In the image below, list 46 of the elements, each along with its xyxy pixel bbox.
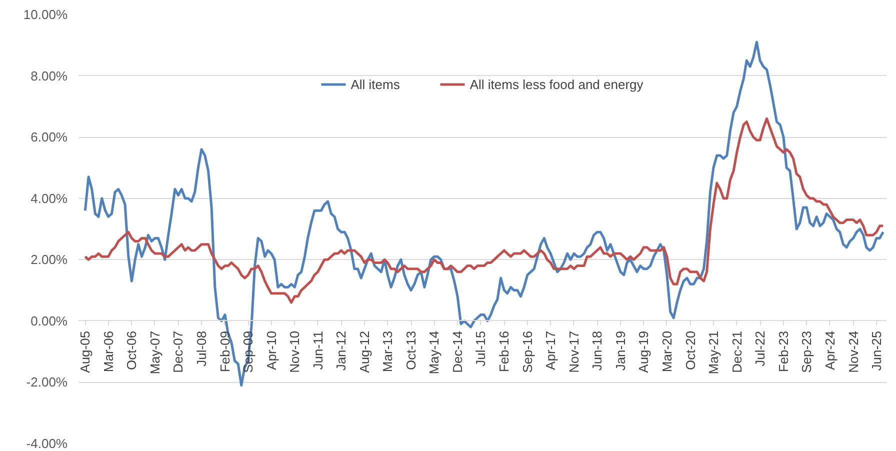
x-tick-label: Feb-16: [496, 330, 512, 372]
x-tick-label: Jul-08: [194, 330, 209, 366]
x-tick-label: Jul-22: [752, 330, 768, 366]
x-tick-label: May-14: [426, 330, 442, 374]
x-tick-label: Jul-15: [473, 330, 488, 366]
y-tick-label: 10.00%: [23, 7, 68, 22]
x-tick-label: Dec-21: [729, 330, 744, 373]
x-tick-label: Apr-24: [822, 330, 838, 370]
x-tick-label: Dec-14: [450, 330, 466, 373]
x-tick-label: Dec-07: [170, 330, 186, 373]
x-tick-label: Nov-10: [287, 330, 302, 373]
x-tick-label: Nov-24: [846, 330, 861, 373]
x-tick-label: Mar-06: [100, 330, 116, 372]
x-tick-label: Jun-18: [590, 330, 605, 371]
y-tick-label: 6.00%: [30, 130, 68, 145]
x-tick-label: Mar-13: [380, 330, 396, 372]
x-tick-label: Nov-17: [566, 330, 582, 373]
x-tick-label: Aug-12: [356, 330, 372, 373]
x-tick-label: May-07: [147, 330, 162, 374]
y-tick-label: 8.00%: [30, 68, 68, 84]
x-tick-label: Jun-25: [868, 330, 884, 371]
y-tick-label: -4.00%: [26, 436, 68, 451]
x-tick-label: May-21: [706, 330, 721, 374]
x-tick-label: Sep-23: [799, 330, 814, 373]
x-tick-label: Sep-16: [520, 330, 535, 373]
y-tick-label: 4.00%: [30, 190, 68, 206]
x-tick-label: Jan-19: [613, 330, 628, 371]
x-tick-label: Oct-06: [124, 330, 140, 370]
x-tick-label: Jun-11: [310, 330, 326, 370]
legend-label: All items less food and energy: [470, 76, 644, 92]
y-tick-label: 0.00%: [30, 313, 68, 328]
legend-label: All items: [350, 76, 400, 92]
x-tick-label: Aug-19: [636, 330, 652, 373]
y-tick-label: 2.00%: [30, 252, 68, 268]
x-tick-label: Feb-23: [776, 330, 791, 372]
x-tick-label: Apr-17: [543, 330, 558, 370]
x-tick-label: Mar-20: [659, 330, 674, 372]
x-tick-label: Sep-09: [240, 330, 256, 373]
x-tick-label: Aug-05: [78, 330, 93, 373]
x-tick-label: Jan-12: [334, 330, 349, 371]
y-tick-label: -2.00%: [26, 374, 68, 390]
x-tick-label: Feb-09: [217, 330, 232, 372]
x-tick-label: Oct-13: [404, 330, 419, 370]
x-tick-label: Oct-20: [682, 330, 698, 370]
line-series: [84, 117, 884, 304]
x-tick-label: Apr-10: [264, 330, 279, 370]
